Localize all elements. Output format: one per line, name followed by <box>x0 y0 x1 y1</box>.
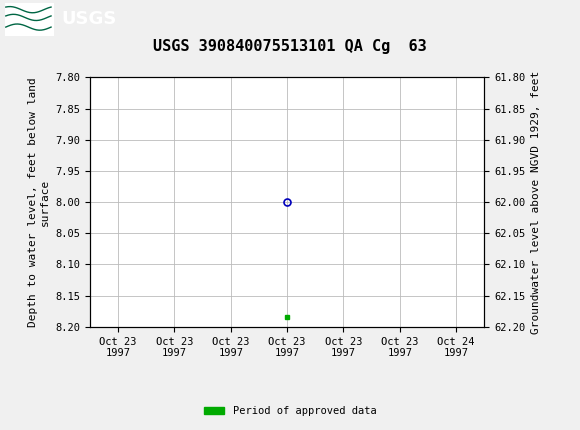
FancyBboxPatch shape <box>5 3 54 36</box>
Text: USGS 390840075513101 QA Cg  63: USGS 390840075513101 QA Cg 63 <box>153 39 427 54</box>
Text: USGS: USGS <box>61 10 116 28</box>
Y-axis label: Groundwater level above NGVD 1929, feet: Groundwater level above NGVD 1929, feet <box>531 71 541 334</box>
Legend: Period of approved data: Period of approved data <box>200 402 380 421</box>
Y-axis label: Depth to water level, feet below land
surface: Depth to water level, feet below land su… <box>28 77 50 327</box>
